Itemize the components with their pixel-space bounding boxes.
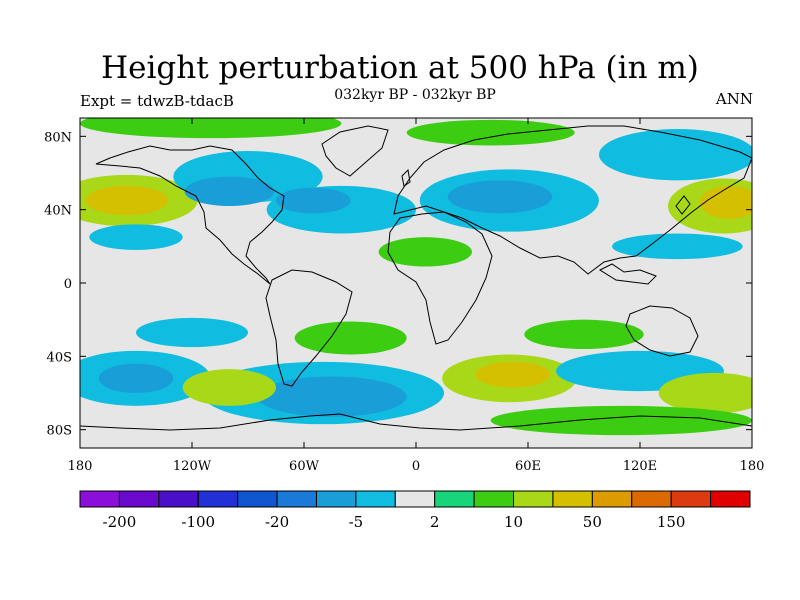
colorbar-label: -100 (181, 513, 215, 531)
coastline-north-america (95, 145, 285, 285)
colorbar-swatch-5 (276, 490, 317, 508)
contour-region-19 (294, 321, 407, 355)
colorbar-swatch-1 (118, 490, 160, 508)
colorbar-swatch-4 (237, 490, 278, 508)
contour-region-27 (136, 317, 248, 348)
x-tick-label: 60W (289, 459, 320, 474)
plot-title: Height perturbation at 500 hPa (in m) (101, 50, 699, 86)
x-tick-label: 180 (68, 459, 93, 474)
colorbar-swatch-16 (710, 490, 751, 508)
contour-region-18 (257, 376, 407, 417)
colorbar-swatch-2 (158, 490, 199, 508)
contour-region-25 (524, 319, 644, 350)
map-axes: 180 120W 60W 0 60E 120E 180 80N 40N 0 40S 80S (44, 118, 764, 474)
experiment-label: Expt = tdwzB-tdacB (80, 92, 234, 110)
contour-region-9 (447, 180, 553, 214)
colorbar-swatch-12 (552, 490, 593, 508)
y-tick-label: 80N (44, 130, 72, 145)
contour-fills (80, 118, 752, 436)
colorbar-swatch-10 (473, 490, 515, 508)
contour-region-20 (182, 369, 276, 406)
coastline-japan (675, 195, 691, 215)
contour-region-13 (378, 237, 473, 267)
colorbar-swatch-14 (631, 490, 672, 508)
colorbar-label: -200 (103, 513, 137, 531)
contour-region-26 (490, 405, 752, 436)
contour-region-24 (658, 372, 752, 414)
colorbar-swatch-6 (315, 490, 357, 508)
colorbar-swatch-13 (591, 490, 633, 508)
contour-region-7 (276, 187, 351, 214)
season-label: ANN (715, 90, 753, 108)
contour-region-14 (406, 119, 575, 146)
colorbar-swatch-8 (394, 490, 436, 508)
colorbar-swatch-0 (79, 490, 120, 508)
colorbar-label: 10 (504, 513, 523, 531)
x-tick-label: 0 (412, 459, 420, 474)
coastline-maritime-continent (598, 263, 657, 285)
coastline-eurasia (393, 125, 752, 275)
colorbar-swatch-3 (197, 490, 239, 508)
colorbar-swatch-9 (434, 490, 475, 508)
coastline-antarctica (80, 413, 752, 431)
map-panel: 180 120W 60W 0 60E 120E 180 80N 40N 0 40S 80S (44, 117, 764, 474)
colorbar-label: -20 (265, 513, 289, 531)
coastline-south-america (265, 269, 353, 387)
coastline-greenland (321, 125, 389, 177)
coastline-britain (401, 168, 411, 187)
y-tick-label: 40N (44, 204, 72, 219)
colorbar-swatch-15 (670, 490, 712, 508)
colorbar-label: -5 (349, 513, 364, 531)
contour-region-16 (98, 363, 174, 394)
coastline-africa (387, 211, 493, 345)
coastlines (80, 125, 752, 431)
contour-region-28 (612, 233, 743, 260)
contour-region-10 (598, 129, 752, 181)
colorbar-swatch-7 (355, 490, 396, 508)
contour-region-5 (184, 176, 275, 206)
colorbar-label: 50 (583, 513, 602, 531)
plot-subtitle: 032kyr BP - 032kyr BP (334, 87, 496, 103)
y-tick-label: 40S (47, 350, 72, 365)
y-tick-label: 80S (47, 424, 72, 439)
contour-region-12 (80, 118, 342, 139)
contour-region-1 (85, 185, 168, 216)
contour-region-11 (89, 224, 183, 251)
colorbar: -200 -100 -20 -5 2 10 50 150 (79, 490, 751, 531)
colorbar-label: 150 (657, 513, 686, 531)
colorbar-swatch-11 (513, 490, 554, 508)
x-tick-label: 120E (623, 459, 657, 474)
contour-region-3 (699, 185, 752, 219)
x-tick-label: 60E (515, 459, 541, 474)
y-tick-label: 0 (64, 277, 72, 292)
x-tick-label: 120W (173, 459, 212, 474)
contour-region-22 (475, 361, 551, 388)
colorbar-label: 2 (430, 513, 440, 531)
x-tick-label: 180 (740, 459, 765, 474)
coastline-australia (625, 305, 699, 357)
